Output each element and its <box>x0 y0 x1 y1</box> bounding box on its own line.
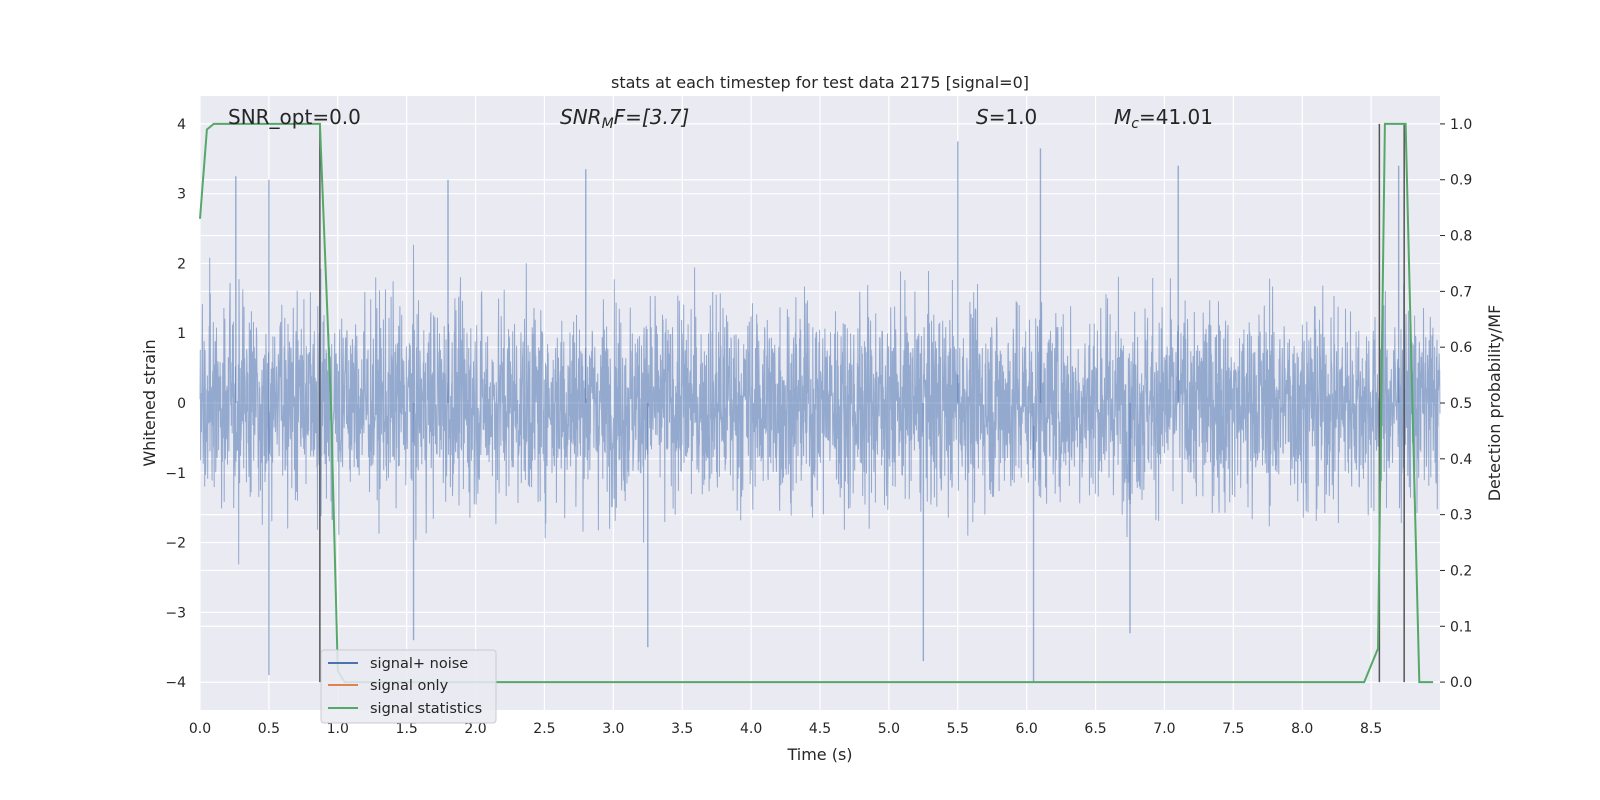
x-tick-label: 6.5 <box>1084 721 1106 737</box>
y-right-tick-labels: 1.0 0.9 0.8 0.7 0.6 0.5 0.4 0.3 0.2 0.1 0.0 <box>1440 117 1472 691</box>
signal-statistics-series <box>199 122 1434 684</box>
y-right-tick-label: 0.7 <box>1450 284 1472 300</box>
y-tick-label: −1 <box>165 466 186 482</box>
annotation-s: S=1.0 <box>976 105 1037 129</box>
y-tick-label: 4 <box>177 117 186 133</box>
legend-box <box>320 649 497 724</box>
y-tick-label: −3 <box>165 605 186 621</box>
x-tick-label: 0.0 <box>189 721 211 737</box>
y-right-tick-label: 0.8 <box>1450 229 1472 245</box>
y-right-tick-label: 0.9 <box>1450 173 1472 189</box>
y-tick-label: 3 <box>177 187 186 203</box>
y-tick-label: 0 <box>177 396 186 412</box>
y-right-tick-label: 0.5 <box>1450 396 1472 412</box>
y-right-tick-label: 1.0 <box>1450 117 1472 133</box>
x-tick-label: 0.5 <box>258 721 280 737</box>
x-tick-label: 6.0 <box>1016 721 1038 737</box>
y-right-tick-label: 0.2 <box>1450 563 1472 579</box>
x-tick-label: 5.0 <box>878 721 900 737</box>
y-right-tick-label: 0.1 <box>1450 619 1472 635</box>
y-tick-label: 1 <box>177 326 186 342</box>
annotation-snr-opt: SNR_opt=0.0 <box>228 105 361 129</box>
x-tick-label: 4.5 <box>809 721 831 737</box>
y-axis-label: Whitened strain <box>140 339 159 466</box>
x-axis-label: Time (s) <box>786 745 852 764</box>
x-tick-label: 8.5 <box>1360 721 1382 737</box>
y-right-tick-label: 0.3 <box>1450 508 1472 524</box>
x-tick-label: 4.0 <box>740 721 762 737</box>
x-tick-label: 5.5 <box>947 721 969 737</box>
x-tick-label: 7.5 <box>1222 721 1244 737</box>
y-tick-label: 2 <box>177 256 186 272</box>
x-tick-labels: 0.0 0.5 1.0 1.5 2.0 2.5 3.0 3.5 4.0 4.5 5.0 5.5 6.0 6… <box>189 721 1382 737</box>
x-tick-label: 3.5 <box>671 721 693 737</box>
signal-noise-trace <box>199 244 1441 565</box>
legend-label-signal-noise: signal+ noise <box>370 656 468 672</box>
annotation-snr-mf: SNRMF=[3.7] <box>560 105 689 132</box>
y-tick-labels: 4 3 2 1 0 −1 −2 −3 −4 <box>165 117 186 691</box>
annotation-mc: Mc=41.01 <box>1114 105 1213 132</box>
x-tick-label: 8.0 <box>1291 721 1313 737</box>
y-right-axis-label: Detection probability/MF <box>1485 305 1504 502</box>
x-tick-label: 2.5 <box>533 721 555 737</box>
y-right-tick-label: 0.6 <box>1450 340 1472 356</box>
chart-title: stats at each timestep for test data 217… <box>611 73 1029 92</box>
legend-label-signal-statistics: signal statistics <box>370 701 482 717</box>
legend-label-signal-only: signal only <box>370 678 449 694</box>
y-right-tick-label: 0.4 <box>1450 452 1472 468</box>
x-tick-label: 1.5 <box>396 721 418 737</box>
signal-statistics-line <box>199 122 1434 684</box>
x-tick-label: 7.0 <box>1153 721 1175 737</box>
legend: signal+ noise signal only signal statist… <box>320 649 497 724</box>
y-tick-label: −2 <box>165 536 186 552</box>
x-tick-label: 1.0 <box>327 721 349 737</box>
signal-noise-series <box>199 141 1441 683</box>
y-tick-label: −4 <box>165 675 186 691</box>
x-tick-label: 2.0 <box>464 721 486 737</box>
y-right-tick-label: 0.0 <box>1450 675 1472 691</box>
x-tick-label: 3.0 <box>602 721 624 737</box>
